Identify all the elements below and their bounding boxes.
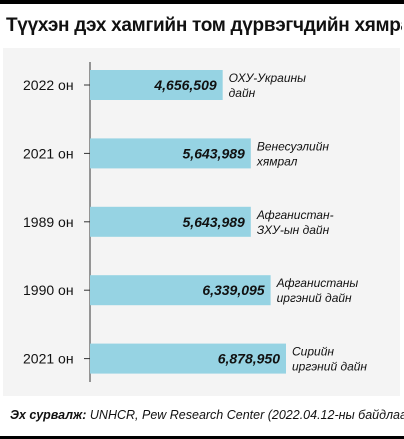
value-label: 4,656,509 [153, 77, 216, 93]
bar [90, 138, 251, 169]
bar [90, 70, 223, 100]
bottom-rule [0, 436, 404, 439]
bar-annotation: ЗХУ-ын дайн [257, 223, 330, 237]
bar [90, 206, 251, 237]
bar [90, 343, 286, 374]
bar-annotation: иргэний дайн [292, 360, 367, 374]
bar-annotation: иргэний дайн [277, 291, 352, 305]
source-note: Эх сурвалж: UNHCR, Pew Research Center (… [10, 408, 404, 422]
bar-annotation: Венесуэлийн [257, 139, 330, 153]
source-label: Эх сурвалж: [10, 408, 87, 422]
category-label: 1990 он [23, 282, 74, 298]
bar-annotation: дайн [229, 86, 256, 100]
bar [90, 275, 271, 306]
bar-annotation: ОХУ-Украины [229, 71, 306, 85]
top-rule [0, 0, 404, 4]
bar-annotation: Афганистаны [276, 276, 359, 290]
category-label: 2021 он [23, 145, 74, 161]
category-label: 2022 он [23, 77, 74, 93]
chart-title: Түүхэн дэх хамгийн том дүрвэгчдийн хямра… [6, 15, 402, 36]
bar-annotation: хямрал [256, 154, 298, 168]
value-label: 5,643,989 [183, 214, 245, 230]
bar-annotation: Сирийн [292, 345, 334, 359]
value-label: 6,339,095 [202, 282, 264, 298]
bar-annotation: Афганистан- [256, 208, 334, 222]
value-label: 5,643,989 [183, 145, 245, 161]
value-label: 6,878,950 [218, 351, 280, 367]
category-label: 1989 он [23, 214, 74, 230]
source-text: UNHCR, Pew Research Center (2022.04.12-н… [86, 408, 404, 422]
category-label: 2021 он [23, 351, 74, 367]
